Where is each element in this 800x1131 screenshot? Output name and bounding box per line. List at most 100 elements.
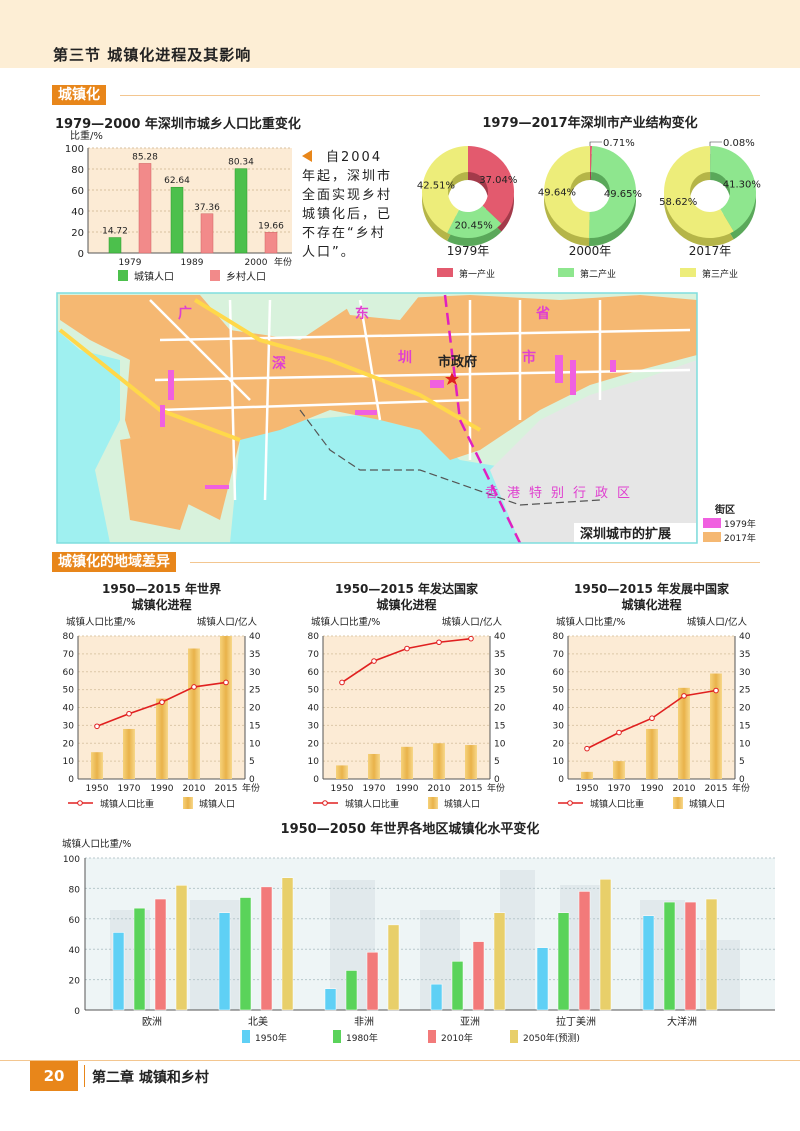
- donut-slice: [710, 146, 757, 232]
- map-title-box: [574, 523, 696, 543]
- bar-1980年: [133, 907, 146, 1011]
- y2-tick-label: 25: [494, 686, 505, 696]
- bar-1950年: [430, 983, 443, 1011]
- x-tick-label: 非洲: [354, 1016, 374, 1028]
- subsection-tag-regional-difference: 城镇化的地域差异: [52, 552, 176, 572]
- y-tick-label: 10: [63, 757, 75, 767]
- y-tick-label: 80: [71, 165, 84, 176]
- chart-title: 1950—2015 年发展中国家: [574, 581, 730, 596]
- x-axis-label: 年份: [242, 782, 260, 794]
- legend-label: 第三产业: [702, 268, 738, 280]
- bar-2050年(预测): [705, 898, 718, 1011]
- x-tick-label: 2015: [215, 784, 238, 794]
- y2-tick-label: 0: [494, 775, 500, 785]
- legend-swatch: [428, 797, 438, 809]
- donut-2000年: 0.71% 49.65% 49.64% 2000年: [538, 138, 642, 258]
- x-tick-label: 1989: [181, 258, 204, 268]
- leader-line: [709, 141, 722, 146]
- y-tick-label: 0: [313, 775, 319, 785]
- bar-2050年(预测): [175, 885, 188, 1011]
- y2-tick-label: 10: [739, 739, 751, 749]
- slice-label: 42.51%: [417, 180, 455, 191]
- divider: [190, 562, 760, 563]
- leader-line: [589, 141, 602, 146]
- data-label: 62.64: [164, 176, 190, 186]
- y-tick-label: 80: [553, 632, 565, 642]
- slice-label: 37.04%: [479, 175, 517, 186]
- y2-tick-label: 25: [249, 686, 260, 696]
- x-axis-label: 年份: [732, 782, 750, 794]
- map-roads: [149, 299, 691, 501]
- y-tick-label: 40: [553, 704, 565, 714]
- page-number: 20: [30, 1061, 78, 1091]
- bar-urban-population: [401, 746, 413, 779]
- legend-label: 乡村人口: [226, 270, 266, 283]
- map-place-label: 省: [535, 305, 550, 322]
- data-label: 37.36: [194, 203, 220, 213]
- skyline-building: [190, 900, 245, 1010]
- legend-label: 第二产业: [580, 268, 616, 280]
- map-highway: [193, 298, 482, 432]
- line-point: [223, 679, 229, 686]
- donut-1979年: 37.04% 20.45% 42.51% 1979年: [417, 146, 517, 258]
- donut-slice: [421, 146, 468, 233]
- y2-tick-label: 25: [739, 686, 750, 696]
- x-tick-label: 亚洲: [460, 1016, 480, 1028]
- y2-tick-label: 10: [249, 739, 261, 749]
- data-label: 80.34: [228, 158, 254, 168]
- slice-label: 0.71%: [603, 138, 635, 149]
- legend-label: 1980年: [346, 1032, 378, 1044]
- bar-urban-population: [91, 752, 103, 779]
- bar-urban-population: [710, 673, 722, 779]
- bar-urban: [234, 168, 248, 254]
- line-point: [436, 639, 442, 646]
- bar-urban-population: [433, 743, 445, 779]
- legend-label: 2050年(预测): [523, 1032, 580, 1044]
- y2-tick-label: 15: [249, 721, 260, 731]
- bar-1950年: [218, 912, 231, 1011]
- map-legend-label: 1979年: [724, 518, 756, 530]
- line-point: [681, 693, 687, 699]
- x-tick-label: 拉丁美洲: [556, 1015, 596, 1028]
- donut-slice: [588, 146, 637, 238]
- y-tick-label: 60: [63, 668, 75, 678]
- y-tick-label: 40: [308, 704, 320, 714]
- y2-tick-label: 40: [494, 632, 506, 642]
- bar-urban-population: [220, 636, 232, 779]
- y2-tick-label: 15: [494, 721, 505, 731]
- y-tick-label: 100: [63, 855, 80, 865]
- map-railway: [299, 409, 601, 506]
- y2-tick-label: 20: [494, 704, 506, 714]
- line-point: [616, 729, 622, 736]
- map-frame: [56, 292, 698, 544]
- legend-label: 城镇人口: [444, 798, 480, 810]
- donut-slice: [447, 205, 502, 239]
- x-tick-label: 1979: [119, 258, 142, 268]
- y2-tick-label: 5: [494, 757, 500, 767]
- chart-title: 1950—2015 年世界: [102, 581, 221, 596]
- divider: [120, 95, 760, 96]
- y-tick-label: 20: [63, 739, 75, 749]
- y-tick-label: 40: [71, 207, 84, 218]
- plot-area: [88, 148, 292, 253]
- x-tick-label: 1950: [86, 784, 109, 794]
- donut-2017年: 0.08% 41.30% 58.62% 2017年: [659, 138, 761, 258]
- y-tick-label: 30: [553, 721, 565, 731]
- y-tick-label: 0: [74, 1007, 80, 1017]
- bar-urban-population: [465, 745, 477, 779]
- line-point: [339, 679, 345, 686]
- x-tick-label: 1990: [396, 784, 419, 794]
- slice-label: 58.62%: [659, 197, 697, 208]
- line-point: [584, 745, 590, 752]
- y-tick-label: 80: [308, 632, 320, 642]
- bar-2010年: [366, 951, 379, 1011]
- legend-label: 第一产业: [459, 268, 495, 280]
- x-tick-label: 欧洲: [142, 1016, 162, 1028]
- x-tick-label: 1950: [331, 784, 354, 794]
- y-tick-label: 20: [71, 228, 84, 239]
- bar-urban-population: [156, 698, 168, 779]
